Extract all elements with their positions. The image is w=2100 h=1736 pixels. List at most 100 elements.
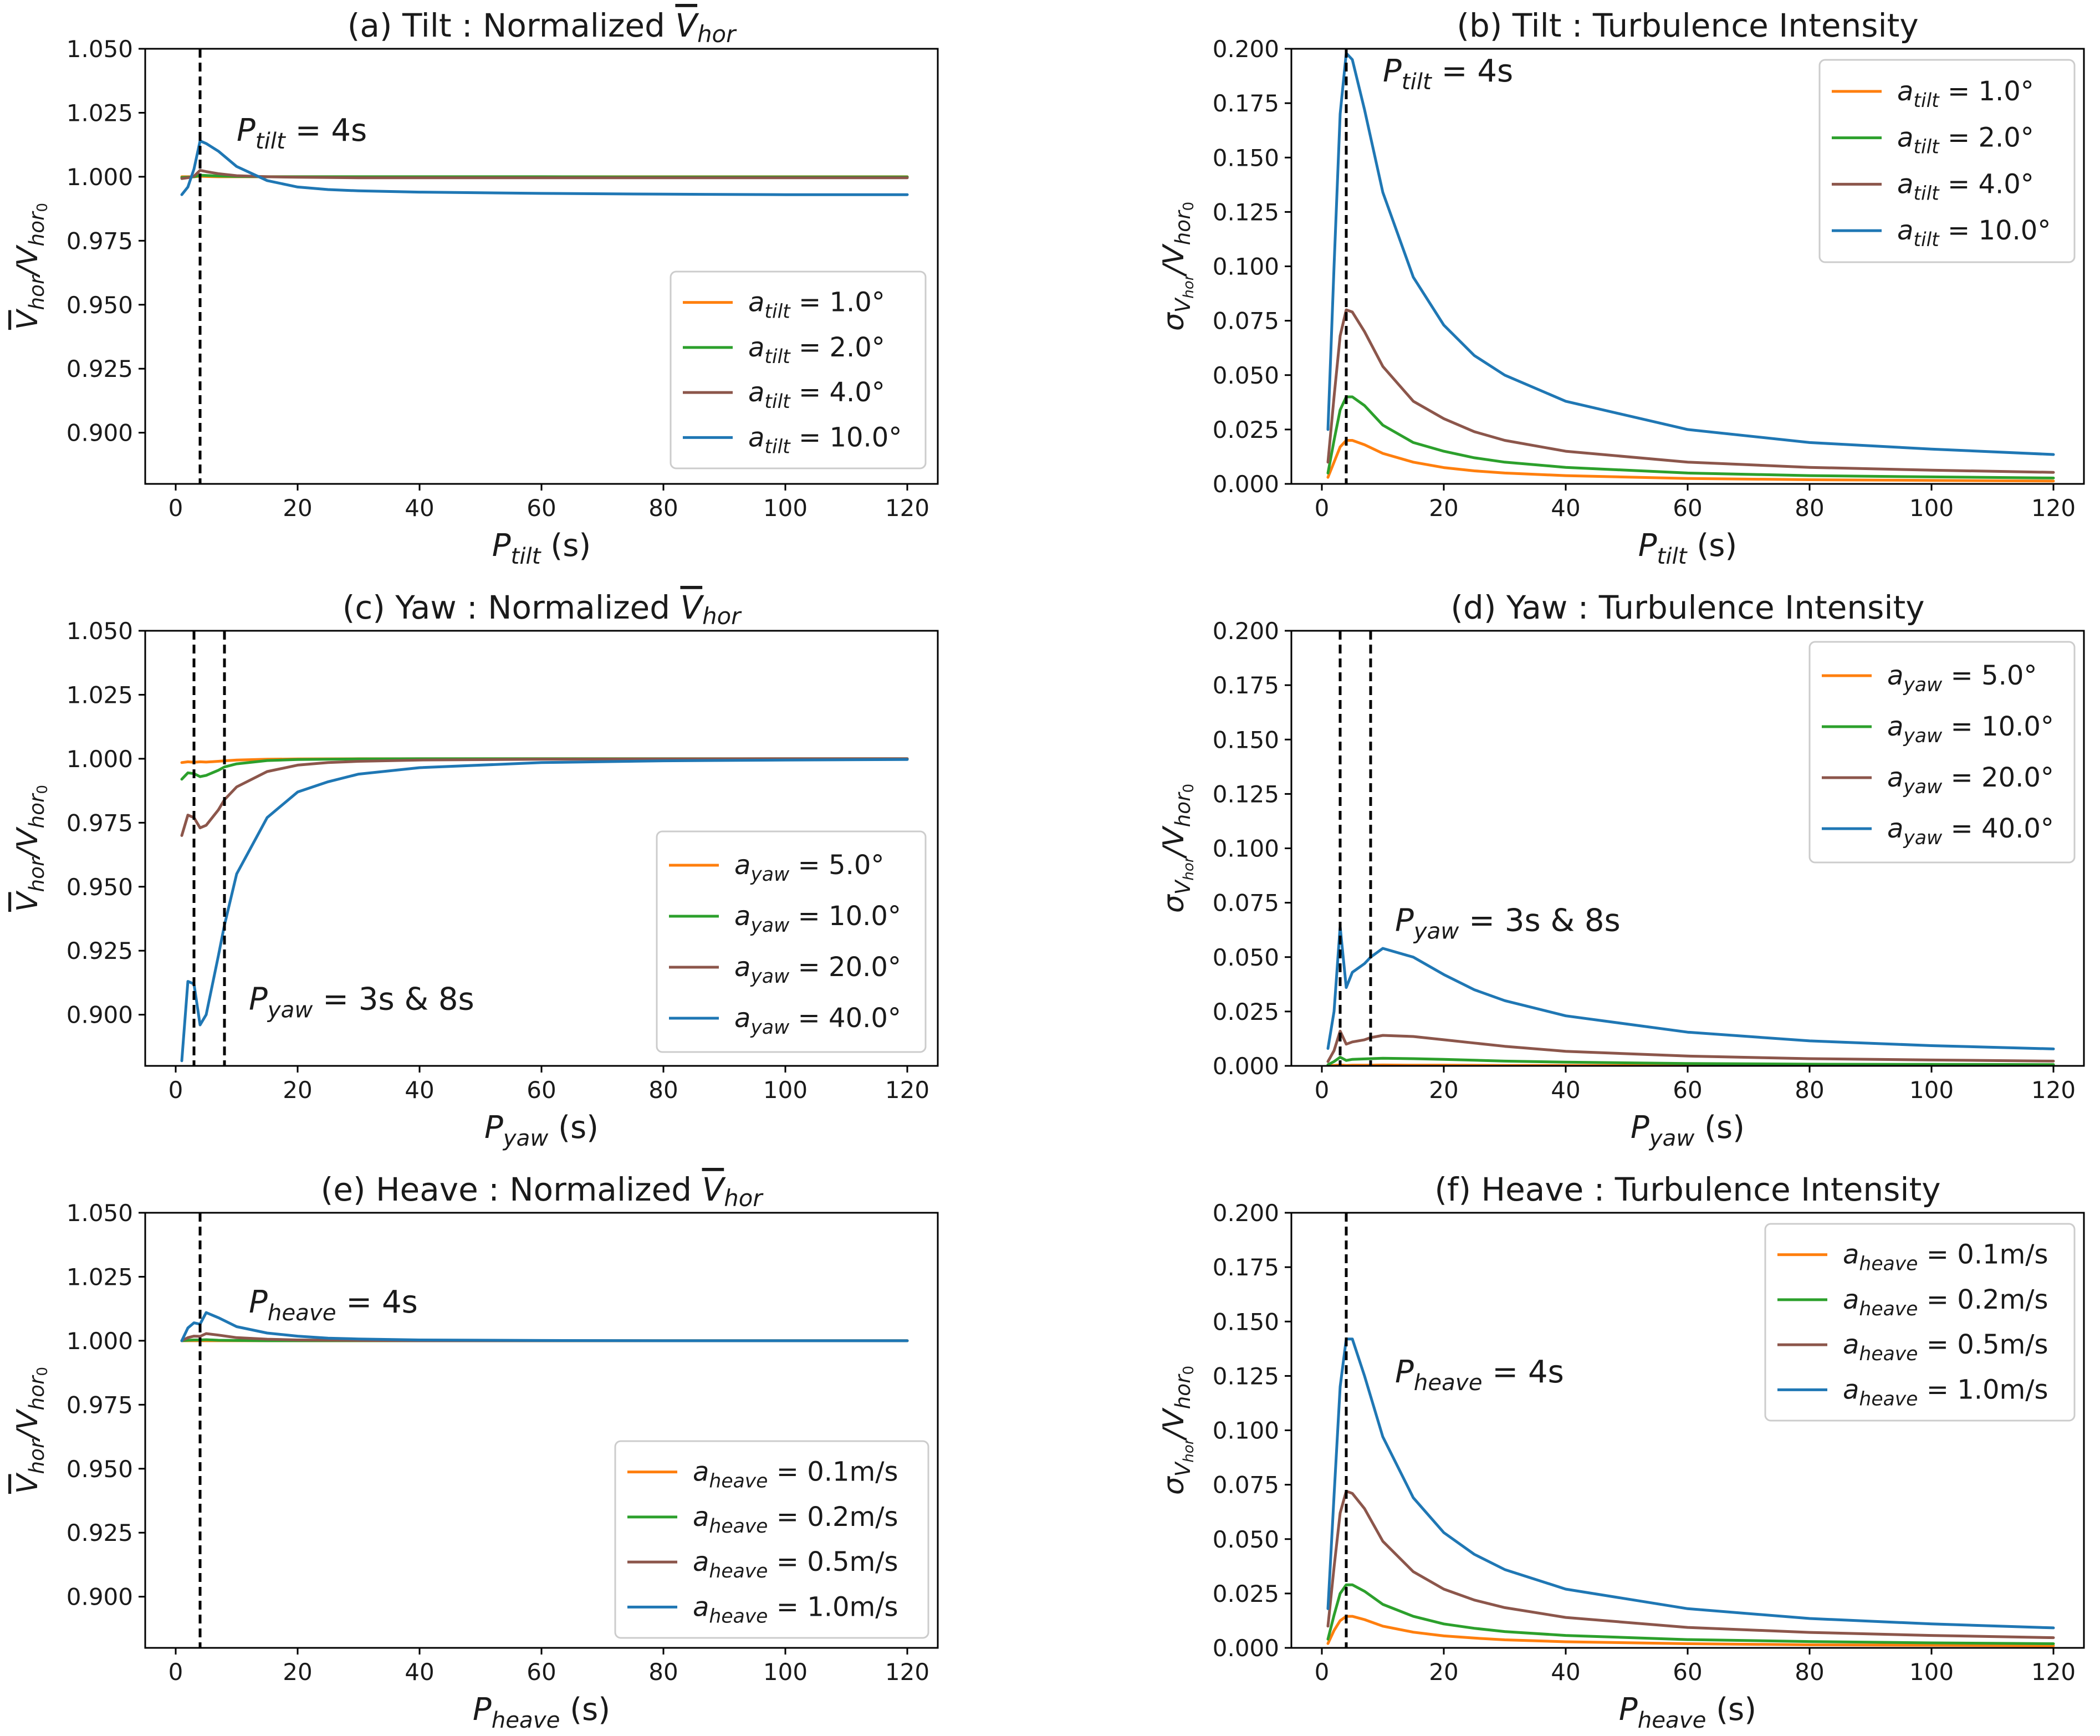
series-line-4 (180, 139, 909, 196)
y-tick-label: 0.000 (1213, 1053, 1279, 1080)
y-tick-label: 0.925 (67, 937, 133, 964)
y-tick-label: 1.000 (67, 164, 133, 191)
y-tick-label: 0.925 (67, 1519, 133, 1546)
x-tick-label: 0 (168, 494, 183, 522)
plot-frame (1290, 1212, 2085, 1649)
y-tick-label: 0.175 (1213, 1254, 1279, 1281)
y-tick-label: 1.050 (67, 35, 133, 63)
y-tick-label: 1.025 (67, 1263, 133, 1290)
chart-panel-a: (a) Tilt : Normalized Vhor 0 20 40 60 80 100 12… (11, 7, 939, 569)
y-tick-label: 0.200 (1213, 617, 1279, 645)
y-tick-label: 0.075 (1213, 308, 1279, 335)
series-line-2 (1326, 395, 2055, 479)
x-tick-label: 20 (1429, 1658, 1458, 1686)
y-tick-label: 0.000 (1213, 471, 1279, 498)
x-tick-label: 120 (2031, 494, 2076, 522)
y-tick-label: 0.900 (67, 420, 133, 447)
y-tick-label: 0.975 (67, 809, 133, 836)
legend-label: aheave = 0.2m/s (693, 1502, 898, 1538)
legend-label: atilt = 1.0° (748, 287, 885, 323)
legend-label: atilt = 4.0° (748, 377, 885, 413)
y-tick-label: 0.050 (1213, 944, 1279, 971)
legend: atilt = 1.0° atilt = 2.0° atilt = 4.0° atil… (1818, 59, 2076, 263)
legend-label: atilt = 2.0° (748, 332, 885, 368)
legend-box (670, 270, 927, 469)
plot-frame (144, 630, 939, 1067)
series-line-4 (1326, 52, 2055, 456)
chart-title: (b) Tilt : Turbulence Intensity (1457, 7, 1918, 44)
y-axis-label: σVhor/Vhor0 (1157, 202, 1197, 331)
chart-panel-d: (d) Yaw : Turbulence Intensity 0 20 40 60 80 1… (1157, 589, 2085, 1151)
y-tick-label: 1.025 (67, 681, 133, 708)
x-tick-label: 80 (648, 1076, 678, 1104)
y-tick-label: 0.950 (67, 292, 133, 319)
legend-label: ayaw = 20.0° (734, 952, 901, 988)
x-axis-label: Pyaw (s) (1631, 1110, 1745, 1151)
legend-label: aheave = 0.2m/s (1843, 1284, 2048, 1320)
y-tick-label: 0.125 (1213, 1362, 1279, 1390)
y-tick-label: 0.175 (1213, 90, 1279, 117)
series-line-3 (1326, 308, 2055, 474)
series-line-4 (1326, 925, 2055, 1050)
x-tick-label: 120 (885, 494, 929, 522)
legend-label: atilt = 10.0° (1897, 215, 2051, 251)
y-tick-label: 0.050 (1213, 362, 1279, 389)
y-tick-label: 0.025 (1213, 998, 1279, 1025)
y-tick-label: 0.950 (67, 874, 133, 901)
x-tick-label: 40 (405, 1076, 434, 1104)
legend-label: aheave = 0.1m/s (693, 1457, 898, 1493)
chart-panel-e: (e) Heave : Normalized Vhor 0 20 40 60 80 100 1… (11, 1171, 939, 1733)
series-group (180, 1311, 909, 1342)
series-group (1326, 52, 2055, 483)
x-tick-label: 40 (405, 494, 434, 522)
x-axis-label: Ptilt (s) (1638, 528, 1737, 569)
x-tick-label: 100 (763, 1076, 808, 1104)
legend-label: ayaw = 5.0° (1887, 660, 2037, 696)
y-tick-label: 1.050 (67, 617, 133, 645)
x-tick-label: 20 (283, 1658, 312, 1686)
chart-title: (e) Heave : Normalized Vhor (321, 1171, 764, 1212)
x-tick-label: 100 (1909, 1076, 1954, 1104)
y-axis-label: σVhor/Vhor0 (1157, 1366, 1197, 1495)
period-annotation: Pyaw = 3s & 8s (1395, 903, 1621, 944)
chart-panel-f: (f) Heave : Turbulence Intensity 0 20 40 60 8… (1157, 1171, 2085, 1733)
y-tick-label: 0.075 (1213, 1472, 1279, 1499)
y-axis-label: σVhor/Vhor0 (1157, 784, 1197, 913)
y-tick-label: 0.150 (1213, 144, 1279, 171)
x-tick-label: 60 (527, 1658, 556, 1686)
legend-label: aheave = 0.5m/s (693, 1546, 898, 1582)
x-tick-label: 40 (405, 1658, 434, 1686)
chart-title: (d) Yaw : Turbulence Intensity (1450, 589, 1924, 626)
y-tick-label: 0.900 (67, 1584, 133, 1611)
legend-label: atilt = 2.0° (1897, 122, 2034, 159)
x-tick-label: 120 (885, 1658, 929, 1686)
x-axis-label: Pheave (s) (1619, 1692, 1756, 1733)
y-tick-label: 0.050 (1213, 1526, 1279, 1553)
y-tick-label: 0.175 (1213, 672, 1279, 699)
x-tick-label: 20 (1429, 494, 1458, 522)
x-tick-label: 60 (1673, 1076, 1702, 1104)
chart-title: (a) Tilt : Normalized Vhor (348, 7, 737, 48)
plot-frame (1290, 48, 2085, 485)
legend-box (614, 1440, 929, 1639)
x-tick-label: 20 (1429, 1076, 1458, 1104)
x-tick-label: 60 (1673, 1658, 1702, 1686)
x-tick-label: 80 (648, 1658, 678, 1686)
y-tick-label: 1.000 (67, 1327, 133, 1355)
y-tick-label: 1.025 (67, 99, 133, 126)
plot-frame (1290, 630, 2085, 1067)
series-line-3 (180, 169, 909, 180)
y-tick-label: 1.000 (67, 746, 133, 773)
series-group (180, 139, 909, 196)
legend-label: aheave = 0.1m/s (1843, 1239, 2048, 1275)
x-tick-label: 100 (1909, 1658, 1954, 1686)
legend-label: aheave = 1.0m/s (1843, 1374, 2048, 1410)
y-tick-label: 0.150 (1213, 726, 1279, 753)
x-tick-label: 100 (763, 494, 808, 522)
x-tick-label: 0 (1315, 1076, 1330, 1104)
x-tick-label: 40 (1551, 1658, 1580, 1686)
legend-label: ayaw = 10.0° (1887, 711, 2054, 747)
y-tick-label: 0.100 (1213, 835, 1279, 862)
series-line-1 (1326, 1615, 2055, 1647)
